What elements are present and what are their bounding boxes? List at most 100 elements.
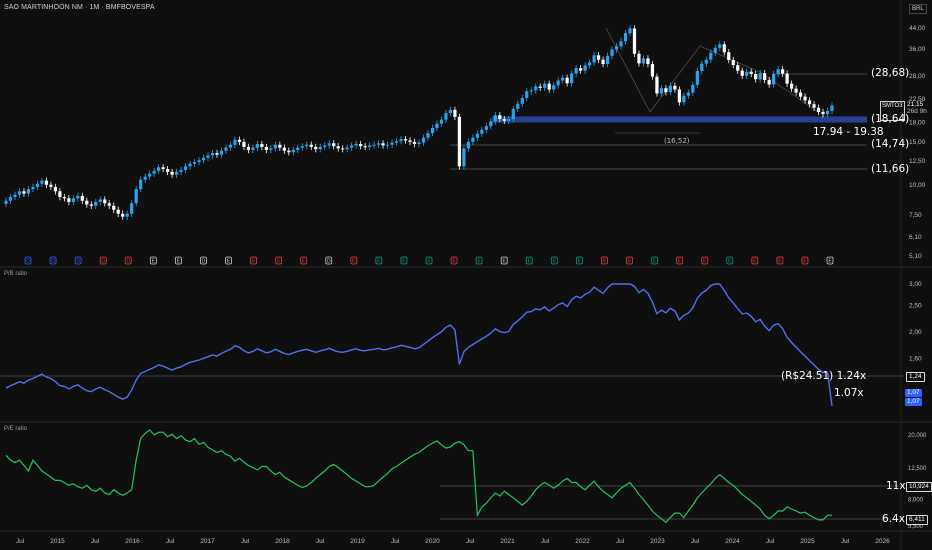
event-marker[interactable]: E — [375, 256, 383, 265]
pe-ratio-line — [5, 429, 832, 524]
candle — [794, 85, 798, 96]
candle — [53, 183, 57, 195]
candle — [390, 139, 394, 148]
candle — [507, 115, 511, 125]
time-tick: Jul — [541, 538, 550, 545]
event-marker[interactable]: E — [726, 256, 734, 265]
svg-text:E: E — [803, 259, 807, 265]
event-marker[interactable]: E — [626, 256, 633, 265]
pb-tick: 2,00 — [909, 329, 922, 336]
event-marker[interactable]: D — [200, 256, 207, 265]
candle — [516, 100, 520, 113]
candle — [686, 89, 690, 99]
ticker-label: SMTO3 — [882, 103, 903, 109]
time-tick: 2020 — [425, 538, 440, 545]
candle — [785, 70, 789, 87]
event-marker[interactable]: E — [174, 256, 182, 265]
candle — [40, 177, 44, 187]
candle — [385, 141, 390, 149]
candle — [350, 142, 354, 151]
time-tick: 2015 — [50, 538, 65, 545]
pe-current-badge: 6,411 — [906, 515, 928, 525]
event-marker[interactable]: E — [651, 256, 658, 265]
event-marker[interactable]: E — [751, 256, 759, 265]
candle — [713, 44, 717, 57]
time-tick: 2024 — [725, 538, 740, 545]
event-marker[interactable]: D — [49, 256, 57, 265]
event-marker[interactable]: E — [801, 256, 809, 265]
pb-current-badge-2: 1,07 — [905, 398, 922, 406]
candle — [543, 80, 547, 92]
candle — [722, 41, 726, 56]
event-marker[interactable]: D — [124, 256, 132, 265]
time-tick: Jul — [841, 538, 850, 545]
candle — [327, 140, 331, 149]
event-marker[interactable]: E — [676, 256, 684, 265]
candle — [529, 87, 533, 95]
svg-text:E: E — [578, 259, 582, 265]
candle — [646, 55, 650, 68]
candle — [758, 70, 762, 83]
candle — [444, 109, 448, 123]
candle — [637, 50, 641, 67]
candle — [538, 83, 542, 92]
candle — [430, 124, 435, 137]
svg-text:E: E — [227, 259, 231, 265]
event-marker[interactable]: E — [275, 256, 283, 265]
candle — [336, 143, 340, 152]
candle — [614, 43, 619, 53]
event-marker[interactable]: E — [525, 256, 533, 265]
event-marker[interactable]: E — [350, 256, 358, 265]
candle — [628, 25, 632, 37]
event-marker[interactable]: D — [74, 256, 82, 265]
event-marker[interactable]: D — [24, 256, 32, 265]
price-tick: 12,50 — [909, 158, 926, 165]
event-marker[interactable]: E — [826, 256, 834, 265]
event-marker[interactable]: E — [225, 256, 232, 265]
time-tick: 2026 — [875, 538, 890, 545]
svg-text:E: E — [728, 259, 732, 265]
event-marker[interactable]: E — [776, 256, 784, 265]
event-marker[interactable]: E — [500, 256, 508, 265]
event-marker[interactable]: E — [149, 256, 157, 265]
pe-panel-label: P/E ratio — [4, 426, 28, 432]
candle — [552, 82, 556, 93]
level-label-1652: (16,52) — [664, 137, 690, 145]
candle — [260, 140, 264, 151]
candle — [282, 144, 286, 154]
event-marker[interactable]: E — [701, 256, 709, 265]
candle — [174, 168, 179, 178]
candle — [98, 196, 102, 206]
event-marker[interactable]: E — [575, 256, 583, 265]
candle — [502, 115, 506, 125]
candle — [704, 56, 708, 67]
candle — [520, 94, 524, 107]
event-marker[interactable]: E — [400, 256, 408, 265]
candle — [664, 85, 668, 96]
candle — [183, 163, 188, 174]
candle — [561, 74, 565, 84]
candle — [583, 62, 587, 74]
event-marker[interactable]: E — [300, 256, 308, 265]
event-marker[interactable]: E — [450, 256, 458, 265]
pe-target-badge: 10,924 — [906, 482, 932, 492]
candle — [718, 41, 722, 51]
svg-text:E: E — [452, 259, 456, 265]
event-marker[interactable]: D — [99, 256, 107, 265]
candle — [745, 68, 749, 80]
event-marker[interactable]: D — [325, 256, 333, 265]
candle — [812, 101, 816, 112]
event-marker[interactable]: E — [601, 256, 608, 265]
event-marker[interactable]: E — [550, 256, 558, 265]
candle — [206, 152, 210, 162]
candle — [619, 38, 623, 50]
currency-label[interactable]: BRL — [909, 4, 927, 14]
event-marker[interactable]: E — [250, 256, 257, 265]
candle — [224, 144, 228, 154]
candle — [300, 143, 304, 151]
event-marker[interactable]: E — [475, 256, 483, 265]
candle — [201, 154, 206, 164]
pb-target-label: (R$24.51) 1.24x — [781, 370, 867, 382]
event-marker[interactable]: E — [425, 256, 433, 265]
chart-title: SAO MARTINHOON NM · 1M · BMFBOVESPA — [4, 4, 155, 11]
